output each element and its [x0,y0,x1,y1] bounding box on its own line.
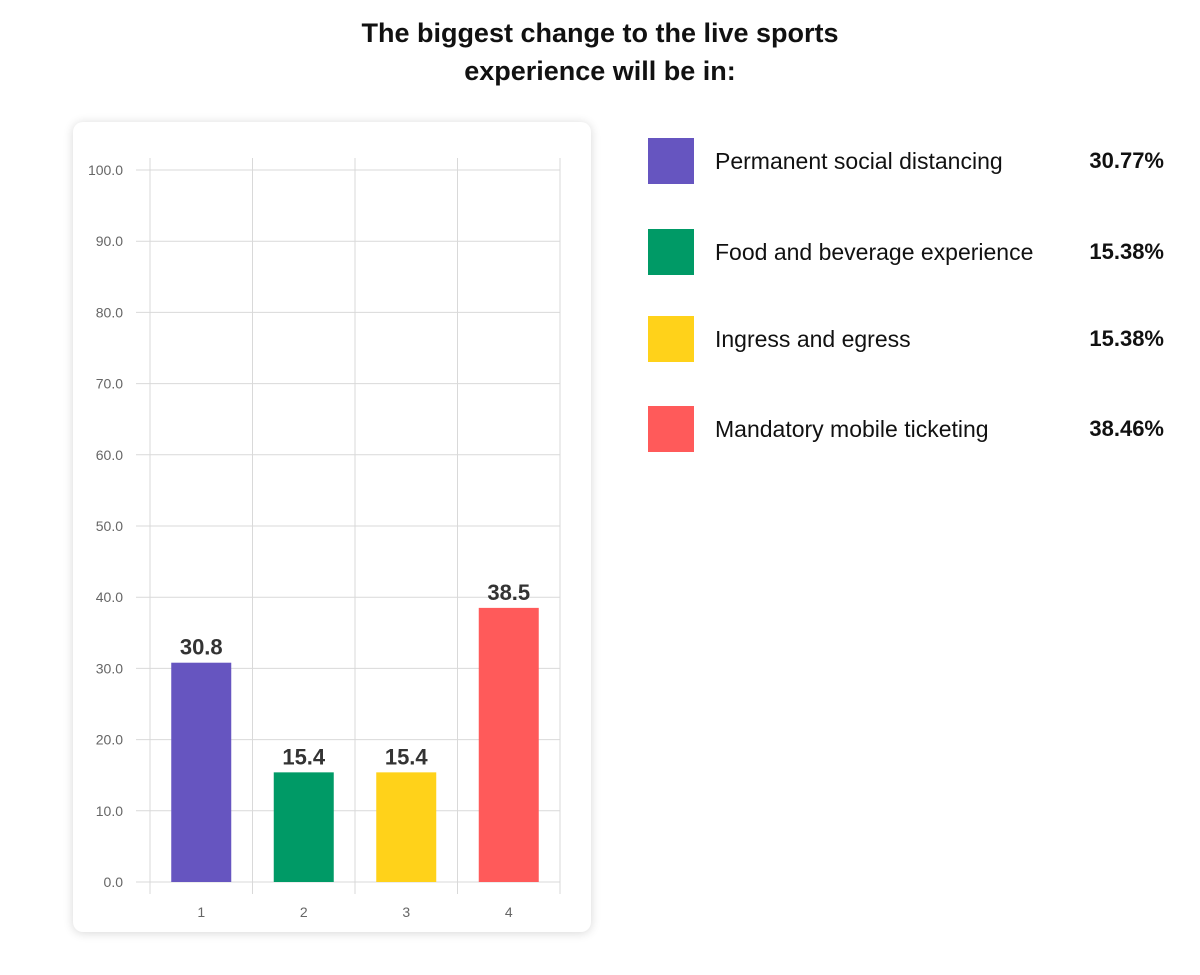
legend-value: 15.38% [1089,239,1164,264]
y-tick-label: 90.0 [96,233,123,249]
legend-swatch [648,138,694,184]
chart-card: 0.0 10.0 20.0 30.0 40.0 50.0 60.0 70.0 80.0 90.0 1… [73,122,591,932]
chart-title-line-1: The biggest change to the live sports [361,18,839,48]
bar-value-label: 15.4 [282,744,326,769]
y-tick-label: 50.0 [96,518,123,534]
bar-chart: 0.0 10.0 20.0 30.0 40.0 50.0 60.0 70.0 80.0 90.0 1… [88,158,561,920]
x-tick-label: 4 [505,904,513,920]
y-tick-label: 80.0 [96,304,123,320]
bar [478,607,539,882]
y-tick-label: 70.0 [96,376,123,392]
legend-item: Permanent social distancing 30.77% [648,138,1168,184]
legend-label: Food and beverage experience [715,239,1034,265]
legend-item: Mandatory mobile ticketing 38.46% [648,406,1168,452]
bar [273,772,334,882]
bar [171,662,232,882]
legend-value: 15.38% [1089,326,1164,351]
legend-swatch [648,406,694,452]
x-tick-label: 2 [300,904,308,920]
legend-item: Food and beverage experience 15.38% [648,229,1168,275]
y-tick-label: 20.0 [96,732,123,748]
legend-value: 38.46% [1089,416,1164,441]
bar-value-label: 15.4 [385,744,429,769]
y-tick-label: 40.0 [96,589,123,605]
y-tick-label: 100.0 [88,162,123,178]
y-tick-label: 60.0 [96,447,123,463]
legend-item: Ingress and egress 15.38% [648,316,1168,362]
bar [376,772,437,882]
x-tick-label: 3 [402,904,410,920]
legend-value: 30.77% [1089,148,1164,173]
y-tick-label: 30.0 [96,660,123,676]
bar-value-label: 30.8 [180,635,223,660]
y-tick-label: 0.0 [104,874,124,890]
chart-title: The biggest change to the live sports ex… [0,14,1200,90]
legend-swatch [648,229,694,275]
x-tick-label: 1 [197,904,205,920]
y-tick-label: 10.0 [96,803,123,819]
legend-label: Mandatory mobile ticketing [715,416,989,442]
legend-label: Ingress and egress [715,326,911,352]
legend-label: Permanent social distancing [715,148,1003,174]
chart-title-line-2: experience will be in: [464,56,736,86]
bar-value-label: 38.5 [487,580,530,605]
legend-swatch [648,316,694,362]
